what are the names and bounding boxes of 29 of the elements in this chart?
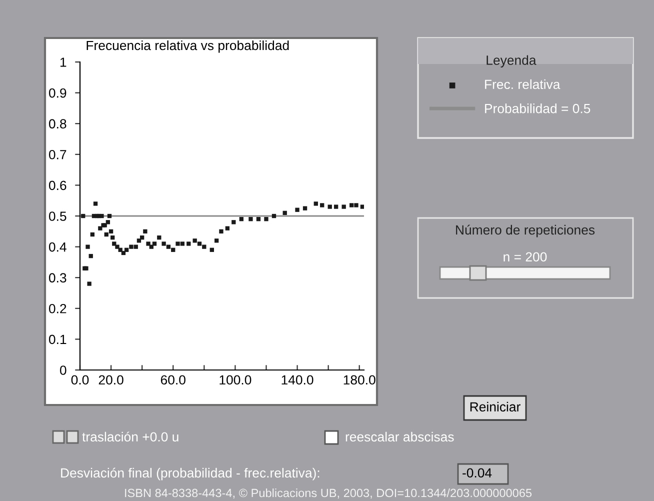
legend-label: Frec. relativa	[485, 79, 560, 90]
y-tick-label: 0.5	[48, 212, 66, 221]
text: Reiniciar	[470, 402, 520, 412]
text: traslación +0.0 u	[82, 432, 178, 442]
y-tick-label: 0	[60, 366, 66, 375]
y-tick-label: 0.2	[48, 304, 66, 314]
y-tick-label: 0.8	[48, 119, 66, 129]
text: n = 200	[504, 252, 547, 262]
legend-label: Probabilidad = 0.5	[485, 104, 590, 114]
y-tick-label: 0.9	[48, 88, 66, 98]
text: Desviación final (probabilidad - frec.relativa):	[61, 468, 320, 480]
text: -0.04	[462, 468, 492, 478]
x-tick-label: 140.0	[282, 375, 314, 385]
x-tick-label: 60.0	[160, 375, 186, 385]
x-tick-label: 20.0	[98, 375, 124, 385]
text: reescalar abscisas	[346, 432, 454, 442]
y-tick-label: 0.4	[48, 242, 66, 252]
y-tick-label: 0.3	[48, 273, 66, 283]
text: ISBN 84-8338-443-4, © Publicacions UB, 2003, DOI=10.1344/203.000000065	[125, 488, 532, 499]
x-tick-label: 100.0	[220, 375, 252, 385]
x-tick-label: 180.0	[344, 375, 376, 385]
y-tick-label: 0.6	[48, 180, 66, 190]
legend-title: Leyenda	[486, 55, 536, 68]
y-tick-label: 0.7	[48, 150, 66, 160]
y-tick-label: 0.1	[48, 334, 66, 344]
x-tick-label: 0.0	[71, 375, 89, 385]
chart-title: Frecuencia relativa vs probabilidad	[86, 40, 289, 53]
y-tick-label: 1	[60, 58, 66, 67]
text: Número de repeticiones	[456, 224, 595, 238]
